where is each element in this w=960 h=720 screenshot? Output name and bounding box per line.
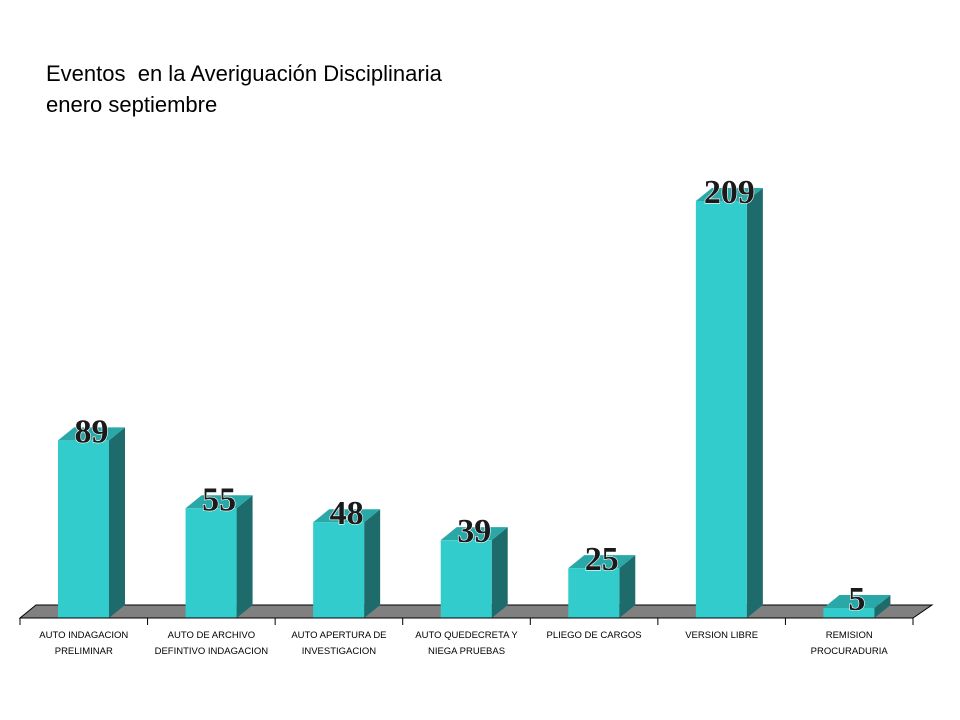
bar-side [874,595,891,618]
bar-front [695,201,747,618]
bar [695,188,763,618]
value-label: 89 [75,413,109,450]
category-label: AUTO INDAGACION PRELIMINAR [39,630,128,657]
bar-side [746,188,763,618]
value-labels: 89 55 48 39 25 209 5 [74,173,866,618]
category-label: AUTO DE ARCHIVO DEFINTIVO INDAGACION [155,630,269,657]
category-labels: AUTO INDAGACION PRELIMINAR AUTO DE ARCHIVO… [39,630,888,657]
bar-front [823,608,875,618]
bar-top [568,555,636,569]
bar-top [823,595,891,609]
bar [568,555,636,618]
chart-title-line-2: enero septiembre [46,92,218,117]
bar-side [619,555,636,618]
value-label: 25 [585,541,619,578]
value-label: 39 [457,513,491,550]
bars [58,188,891,618]
bar [58,427,125,618]
bar-front [568,568,620,618]
bar [313,509,381,618]
bar-side [364,509,381,618]
category-label: AUTO APERTURA DE INVESTIGACION [291,630,386,657]
bar-front [185,508,237,618]
chart-title: Eventos en la Averiguación Disciplinaria… [46,58,442,120]
category-label: AUTO QUEDECRETA Y NIEGA PRUEBAS [415,630,518,657]
bar [440,527,508,618]
value-label: 209 [704,174,755,211]
bar [185,495,253,618]
category-label: REMISION PROCURADURIA [811,630,889,657]
value-label: 48 [330,495,364,532]
category-label: PLIEGO DE CARGOS [547,630,642,641]
value-label: 5 [848,581,865,618]
bar-side [109,427,125,618]
bar-front [440,540,492,618]
bar-side [236,495,253,618]
bar [823,595,891,618]
bar-front [58,440,109,618]
bar-top [695,188,763,201]
chart-title-line-1: Eventos en la Averiguación Disciplinaria [46,61,442,86]
bar-top [58,427,125,441]
bar-top [440,527,508,541]
value-label: 55 [202,481,236,518]
x-axis [19,617,914,625]
bar-top [313,509,381,523]
bar-side [491,527,508,618]
category-label: VERSION LIBRE [685,630,758,641]
bar-front [313,522,365,618]
bar-top [185,495,253,509]
